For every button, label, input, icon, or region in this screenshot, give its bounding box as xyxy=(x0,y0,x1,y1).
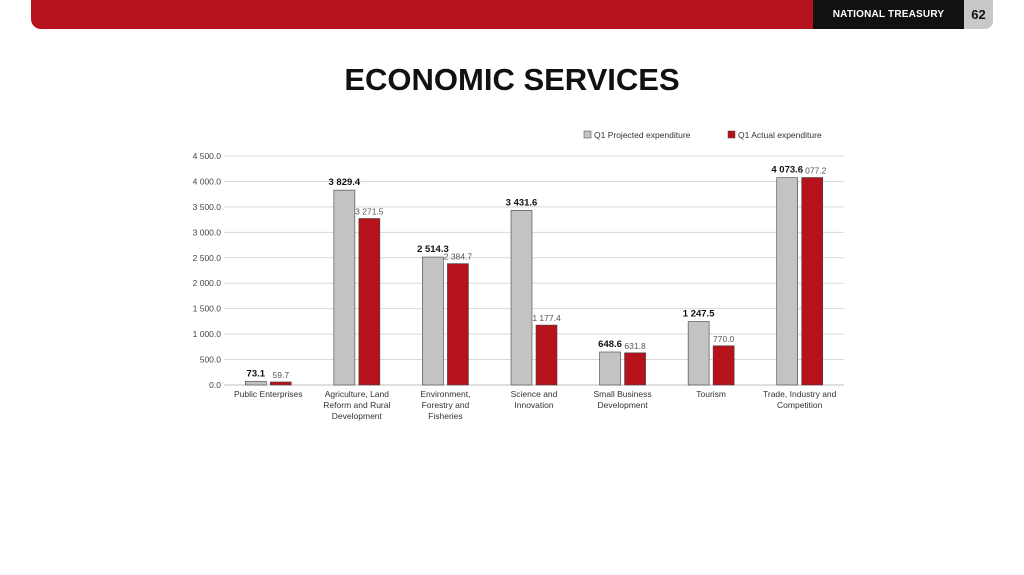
legend-label-actual: Q1 Actual expenditure xyxy=(738,130,822,140)
projected-data-label: 3 431.6 xyxy=(506,197,538,208)
page-title: ECONOMIC SERVICES xyxy=(344,62,680,97)
actual-data-label: 631.8 xyxy=(624,341,646,351)
actual-bar xyxy=(269,381,292,386)
x-category-label: Development xyxy=(598,400,649,410)
x-category-label: Development xyxy=(332,411,383,421)
y-tick-label: 2 500.0 xyxy=(193,253,222,263)
x-category-label: Fisheries xyxy=(428,411,462,421)
projected-bar xyxy=(422,256,444,386)
legend-swatch-projected xyxy=(583,130,592,139)
x-category-label: Science and xyxy=(511,389,558,399)
y-tick-label: 3 500.0 xyxy=(193,202,222,212)
x-category-label: Trade, Industry and xyxy=(763,389,837,399)
projected-data-label: 648.6 xyxy=(598,339,622,350)
actual-bar xyxy=(624,352,646,386)
y-tick-label: 4 000.0 xyxy=(193,176,222,186)
actual-bar xyxy=(447,263,469,386)
x-category-label: Competition xyxy=(777,400,823,410)
actual-data-label: 1 177.4 xyxy=(532,313,561,323)
actual-bar xyxy=(535,324,558,386)
actual-bar xyxy=(358,218,381,386)
x-category-label: Tourism xyxy=(696,389,726,399)
x-category-label: Forestry and xyxy=(422,400,470,410)
x-category-label: Public Enterprises xyxy=(234,389,303,399)
y-tick-label: 500.0 xyxy=(200,355,222,365)
legend-swatch-actual xyxy=(727,130,736,139)
header-bar xyxy=(31,0,813,29)
legend-label-projected: Q1 Projected expenditure xyxy=(594,130,691,140)
projected-data-label: 3 829.4 xyxy=(329,177,361,188)
brand-box: NATIONAL TREASURY xyxy=(813,0,964,29)
actual-data-label: 59.7 xyxy=(273,370,290,380)
page-number: 62 xyxy=(971,7,986,22)
actual-data-label: 4 077.2 xyxy=(798,166,827,176)
actual-bar xyxy=(712,345,735,386)
x-category-label: Environment, xyxy=(420,389,470,399)
projected-data-label: 4 073.6 xyxy=(771,165,803,176)
projected-bar xyxy=(599,351,621,386)
actual-bar xyxy=(801,177,824,386)
actual-data-label: 770.0 xyxy=(713,334,735,344)
page-number-box: 62 xyxy=(964,0,993,29)
y-tick-label: 0.0 xyxy=(209,380,221,390)
projected-data-label: 73.1 xyxy=(247,368,266,379)
y-tick-label: 2 000.0 xyxy=(193,278,222,288)
projected-data-label: 2 514.3 xyxy=(417,244,449,255)
y-tick-label: 1 500.0 xyxy=(193,304,222,314)
projected-bar xyxy=(776,177,799,386)
projected-bar xyxy=(244,380,267,386)
actual-data-label: 3 271.5 xyxy=(355,207,384,217)
projected-bar xyxy=(333,189,356,386)
actual-data-label: 2 384.7 xyxy=(444,252,473,262)
y-tick-label: 1 000.0 xyxy=(193,329,222,339)
projected-bar xyxy=(687,321,710,386)
x-category-label: Innovation xyxy=(514,400,553,410)
x-category-label: Agriculture, Land xyxy=(325,389,390,399)
projected-data-label: 1 247.5 xyxy=(683,309,715,320)
x-category-label: Small Business xyxy=(594,389,652,399)
x-category-label: Reform and Rural xyxy=(323,400,390,410)
brand-label: NATIONAL TREASURY xyxy=(832,9,945,20)
y-tick-label: 3 000.0 xyxy=(193,227,222,237)
projected-bar xyxy=(510,210,533,386)
y-tick-label: 4 500.0 xyxy=(193,151,222,161)
